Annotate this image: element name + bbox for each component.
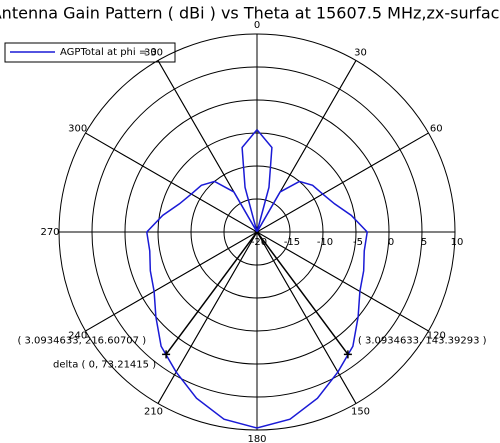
- r-tick-label: -20: [251, 237, 267, 248]
- marker-line: [256, 231, 349, 355]
- theta-tick-label: 330: [144, 48, 163, 59]
- legend-label: AGPTotal at phi = 0: [60, 47, 157, 58]
- delta-label: delta ( 0, 73.21415 ): [53, 359, 156, 370]
- marker: [343, 350, 352, 359]
- marker: [162, 350, 171, 359]
- theta-tick-label: 60: [430, 124, 443, 135]
- theta-tick-label: 180: [247, 434, 266, 443]
- r-tick-label: 0: [388, 237, 394, 248]
- theta-tick-label: 270: [40, 227, 59, 238]
- r-tick-label: -10: [317, 237, 333, 248]
- theta-tick-label: 120: [427, 331, 446, 342]
- marker-line: [165, 231, 258, 355]
- chart-title: Antenna Gain Pattern ( dBi ) vs Theta at…: [0, 4, 500, 23]
- theta-tick-label: 240: [68, 331, 87, 342]
- marker-label: ( 3.0934633, 143.39293 ): [358, 335, 487, 346]
- r-tick-label: 10: [451, 237, 464, 248]
- marker-label: ( 3.0934633, 216.60707 ): [17, 335, 146, 346]
- theta-tick-label: 300: [68, 124, 87, 135]
- pattern-line: [145, 129, 369, 429]
- theta-tick-label: 30: [354, 48, 367, 59]
- theta-tick-label: 210: [144, 406, 163, 417]
- r-tick-label: -5: [353, 237, 363, 248]
- r-tick-label: 5: [421, 237, 427, 248]
- r-tick-label: -15: [284, 237, 300, 248]
- legend-box: [4, 42, 176, 63]
- theta-tick-label: 150: [351, 406, 370, 417]
- theta-tick-label: 0: [254, 20, 260, 31]
